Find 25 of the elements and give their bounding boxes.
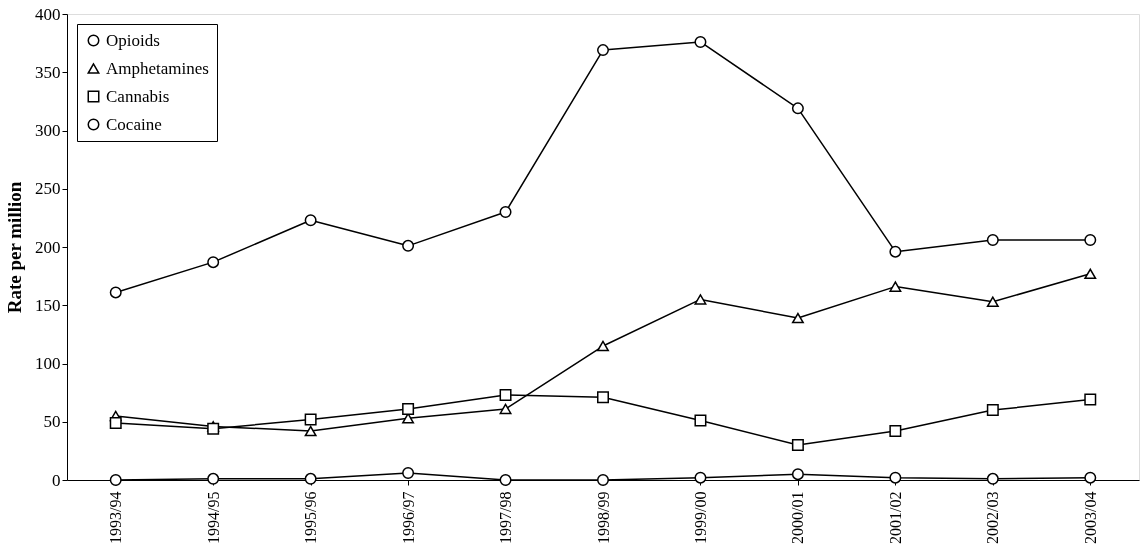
x-tick-label: 2003/04: [1081, 491, 1099, 544]
y-tick-label: 0: [52, 470, 61, 490]
legend-label: Cocaine: [106, 114, 162, 134]
y-tick-label: 250: [35, 179, 61, 199]
x-tick-label: 1996/97: [399, 491, 417, 544]
x-tick-label: 1997/98: [497, 491, 515, 544]
y-tick-label: 350: [35, 62, 61, 82]
x-tick-label: 2000/01: [789, 491, 807, 544]
legend-label: Opioids: [106, 30, 160, 50]
x-tick-label: 1993/94: [107, 491, 125, 544]
y-axis-title: Rate per million: [4, 181, 25, 314]
x-tick-label: 2002/03: [984, 491, 1002, 544]
y-tick-label: 100: [35, 354, 61, 373]
x-tick-label: 1999/00: [691, 491, 709, 544]
y-tick-label: 300: [35, 121, 61, 140]
y-tick-label: 400: [35, 4, 61, 24]
x-tick-label: 1995/96: [302, 491, 320, 544]
legend-label: Amphetamines: [106, 58, 209, 78]
y-tick-label: 50: [43, 412, 61, 432]
y-tick-label: 150: [35, 295, 61, 315]
x-tick-label: 1994/95: [204, 491, 222, 544]
x-tick-label: 2001/02: [886, 491, 904, 544]
y-tick-label: 200: [35, 237, 61, 257]
legend-label: Cannabis: [106, 86, 170, 106]
x-tick-label: 1998/99: [594, 491, 612, 544]
